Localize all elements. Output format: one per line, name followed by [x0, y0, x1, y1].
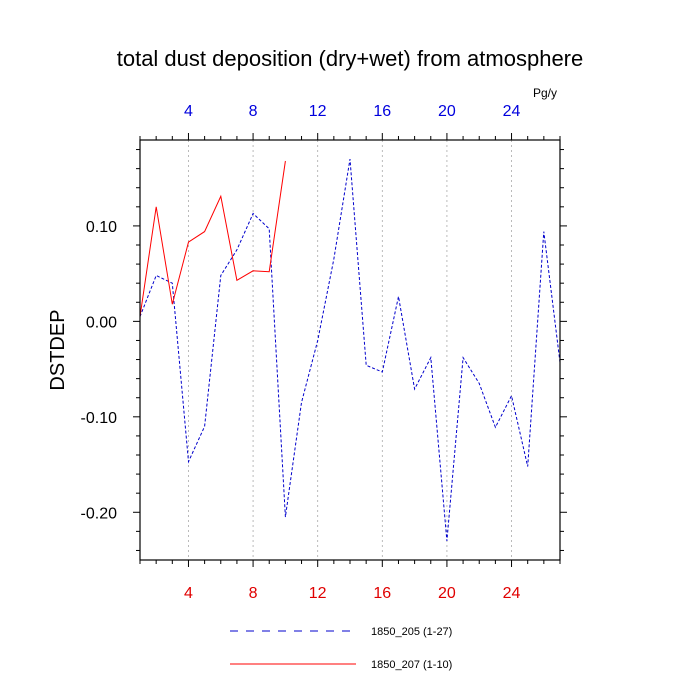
y-tick-label-1: 0.00: [86, 314, 117, 331]
x-tick-label-bottom-8: 8: [249, 585, 258, 602]
x-tick-label-bottom-24: 24: [503, 585, 521, 602]
y-tick-label-0: 0.10: [86, 219, 117, 236]
chart-title: total dust deposition (dry+wet) from atm…: [117, 46, 584, 71]
legend-label-1: 1850_207 (1-10): [371, 659, 452, 671]
axis-ticks: 4 4 8 8 12 12 16 16 20 20 24 24 0.10 0.00 -0.10 -0.20: [81, 103, 567, 602]
units-label: Pg/y: [533, 86, 557, 100]
series-group: [139, 159, 561, 541]
x-tick-label-top-12: 12: [309, 103, 327, 120]
grid-lines: [188, 140, 512, 560]
plot-frame: [139, 139, 561, 561]
series-line-0: [139, 159, 561, 541]
x-tick-label-top-20: 20: [438, 103, 456, 120]
x-tick-label-bottom-20: 20: [438, 585, 456, 602]
y-axis-label: DSTDEP: [47, 309, 69, 390]
series-line-1: [139, 160, 286, 317]
x-tick-label-top-4: 4: [184, 103, 193, 120]
x-tick-label-bottom-4: 4: [184, 585, 193, 602]
y-tick-label-2: -0.10: [81, 410, 118, 427]
legend: 1850_205 (1-27) 1850_207 (1-10): [230, 626, 452, 671]
x-tick-label-bottom-16: 16: [373, 585, 391, 602]
x-tick-label-top-24: 24: [503, 103, 521, 120]
y-tick-label-3: -0.20: [81, 505, 118, 522]
legend-label-0: 1850_205 (1-27): [371, 626, 452, 638]
x-tick-label-bottom-12: 12: [309, 585, 327, 602]
x-tick-label-top-16: 16: [373, 103, 391, 120]
x-tick-label-top-8: 8: [249, 103, 258, 120]
